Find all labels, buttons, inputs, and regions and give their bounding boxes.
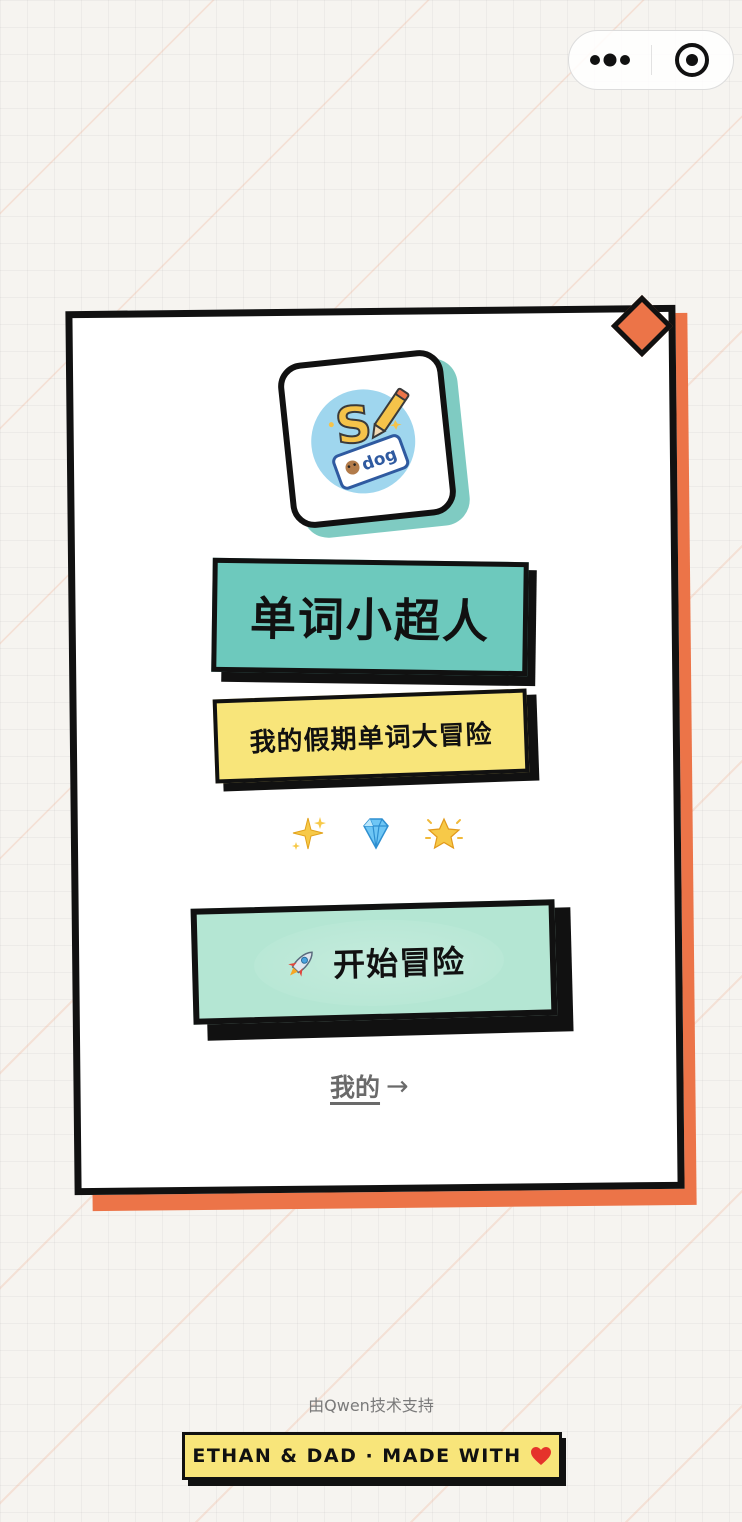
mine-link[interactable]: 我的 → [330,1066,409,1106]
subtitle-label: 我的假期单词大冒险 [212,688,530,784]
mine-link-label: 我的 [330,1073,381,1102]
app-icon-frame: S dog [275,347,459,531]
title-label: 单词小超人 [211,557,529,677]
start-adventure-button[interactable]: 开始冒险 [190,899,558,1025]
capsule-divider [650,45,652,75]
mini-program-capsule [568,30,734,90]
target-close-icon [675,43,710,77]
credit-text: ETHAN & DAD · MADE WITH [192,1445,522,1467]
powered-by-text: 由Qwen技术支持 [308,1396,434,1415]
sparkles-icon [286,812,330,856]
glowing-star-icon [422,812,466,856]
app-subtitle: 我的假期单词大冒险 [249,719,494,758]
decoration-row [286,804,466,864]
arrow-right-icon: → [386,1070,409,1102]
word-spelling-logo-icon: S dog [311,387,416,494]
more-dots-icon [589,53,630,67]
credit-tag: ETHAN & DAD · MADE WITH [182,1432,562,1480]
red-heart-icon [530,1447,551,1465]
more-button[interactable] [569,31,651,89]
start-button-content: 开始冒险 [282,937,466,988]
rocket-icon [288,951,313,977]
start-button-label: 开始冒险 [332,942,466,985]
close-button[interactable] [652,31,734,89]
app-title: 单词小超人 [249,591,491,649]
gem-icon [354,812,398,856]
